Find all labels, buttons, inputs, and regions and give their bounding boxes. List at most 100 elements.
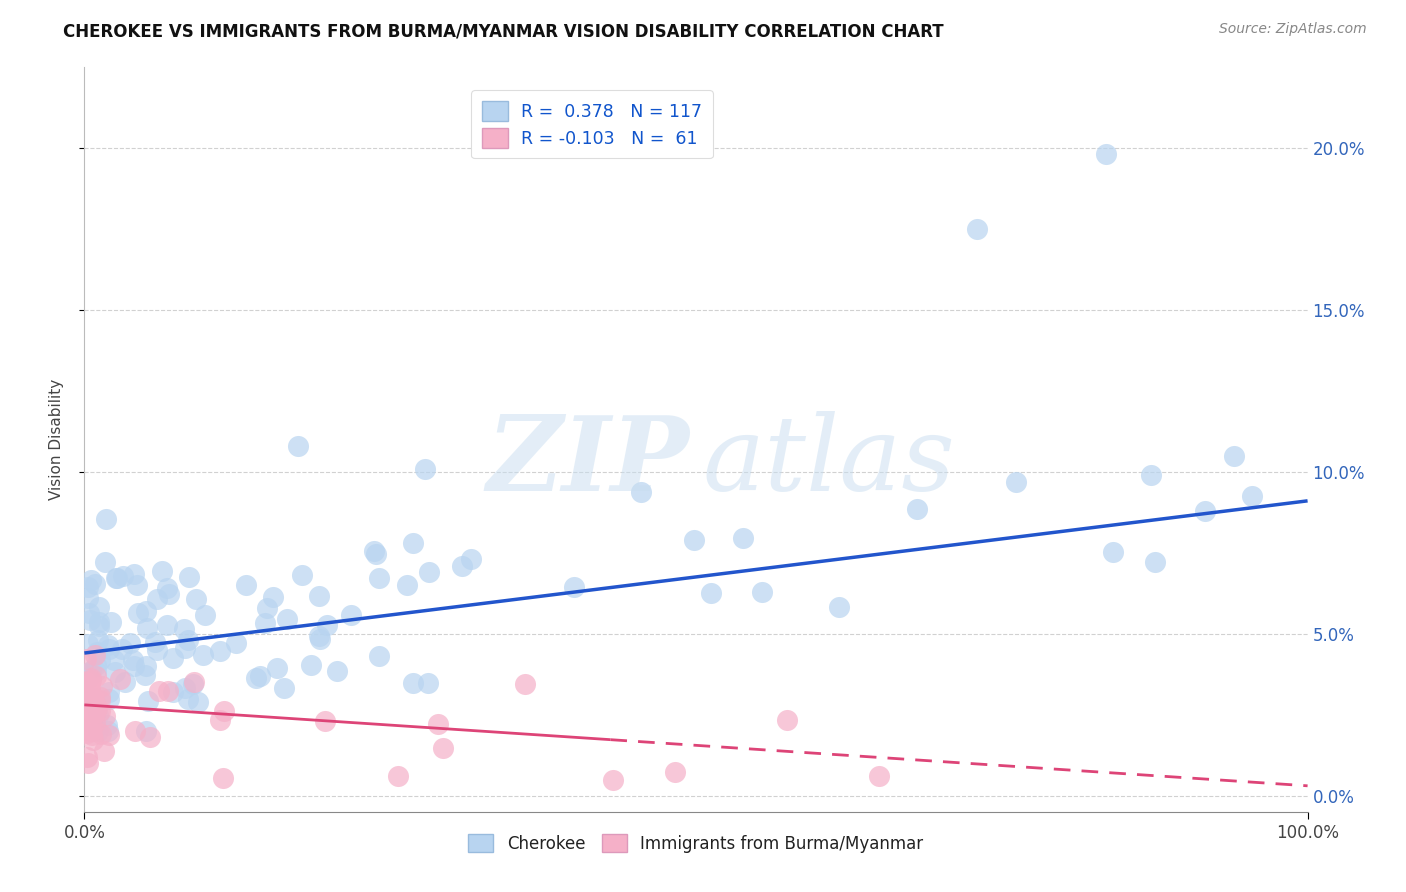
Point <box>162 684 184 698</box>
Point <box>177 632 200 647</box>
Point <box>245 671 267 685</box>
Y-axis label: Vision Disability: Vision Disability <box>49 379 63 500</box>
Point <box>191 648 214 662</box>
Point <box>83 696 105 710</box>
Point <box>75 652 97 666</box>
Point <box>76 706 98 721</box>
Point <box>363 544 385 558</box>
Legend: Cherokee, Immigrants from Burma/Myanmar: Cherokee, Immigrants from Burma/Myanmar <box>461 827 931 859</box>
Point <box>84 698 107 713</box>
Point <box>364 547 387 561</box>
Point <box>76 716 98 731</box>
Point <box>75 709 97 723</box>
Point <box>75 674 97 689</box>
Point <box>87 633 110 648</box>
Point <box>83 715 105 730</box>
Point <box>77 671 100 685</box>
Point <box>97 638 120 652</box>
Point <box>94 708 117 723</box>
Point <box>156 617 179 632</box>
Point <box>387 769 409 783</box>
Point <box>83 702 105 716</box>
Point <box>77 666 100 681</box>
Point <box>235 578 257 592</box>
Point <box>75 701 97 715</box>
Point <box>111 642 134 657</box>
Text: Source: ZipAtlas.com: Source: ZipAtlas.com <box>1219 22 1367 37</box>
Point <box>177 691 200 706</box>
Point <box>308 589 330 603</box>
Point <box>136 621 159 635</box>
Point <box>828 600 851 615</box>
Point <box>157 587 180 601</box>
Point <box>402 676 425 690</box>
Point <box>156 582 179 596</box>
Point <box>156 684 179 698</box>
Point <box>1005 475 1028 490</box>
Point <box>77 580 100 594</box>
Point <box>134 668 156 682</box>
Point <box>287 439 309 453</box>
Point <box>127 606 149 620</box>
Point <box>143 635 166 649</box>
Point <box>97 684 120 698</box>
Point <box>80 672 103 686</box>
Point <box>86 645 108 659</box>
Point <box>77 667 100 681</box>
Point <box>418 565 440 579</box>
Point <box>76 685 98 699</box>
Point <box>83 696 105 710</box>
Point <box>124 567 146 582</box>
Point <box>683 533 706 548</box>
Point <box>120 636 142 650</box>
Point <box>174 640 197 655</box>
Point <box>77 636 100 650</box>
Point <box>112 569 135 583</box>
Point <box>80 673 103 688</box>
Point <box>402 536 425 550</box>
Point <box>326 665 349 679</box>
Point <box>368 649 391 664</box>
Point <box>291 568 314 582</box>
Point <box>309 632 332 646</box>
Point <box>146 591 169 606</box>
Point <box>183 677 205 691</box>
Point <box>82 690 104 705</box>
Point <box>86 669 108 683</box>
Point <box>308 629 330 643</box>
Point <box>139 731 162 745</box>
Point <box>905 502 928 516</box>
Text: CHEROKEE VS IMMIGRANTS FROM BURMA/MYANMAR VISION DISABILITY CORRELATION CHART: CHEROKEE VS IMMIGRANTS FROM BURMA/MYANMA… <box>63 22 943 40</box>
Point <box>776 713 799 727</box>
Point <box>93 555 115 569</box>
Point <box>83 692 105 706</box>
Point <box>76 749 98 764</box>
Point <box>89 600 111 615</box>
Point <box>413 462 436 476</box>
Point <box>87 615 110 630</box>
Point <box>76 725 98 739</box>
Point <box>114 675 136 690</box>
Point <box>80 574 103 588</box>
Point <box>562 580 585 594</box>
Point <box>256 601 278 615</box>
Text: ZIP: ZIP <box>486 411 690 512</box>
Point <box>79 614 101 628</box>
Point <box>162 651 184 665</box>
Point <box>77 591 100 606</box>
Point <box>96 718 118 732</box>
Point <box>82 728 104 742</box>
Point <box>602 772 624 787</box>
Point <box>89 693 111 707</box>
Point <box>90 679 112 693</box>
Point <box>122 658 145 673</box>
Point <box>1223 449 1246 463</box>
Point <box>214 704 236 718</box>
Point <box>1143 555 1166 569</box>
Point <box>122 653 145 667</box>
Point <box>76 688 98 702</box>
Point <box>83 577 105 591</box>
Point <box>108 672 131 686</box>
Point <box>253 615 276 630</box>
Point <box>104 571 127 585</box>
